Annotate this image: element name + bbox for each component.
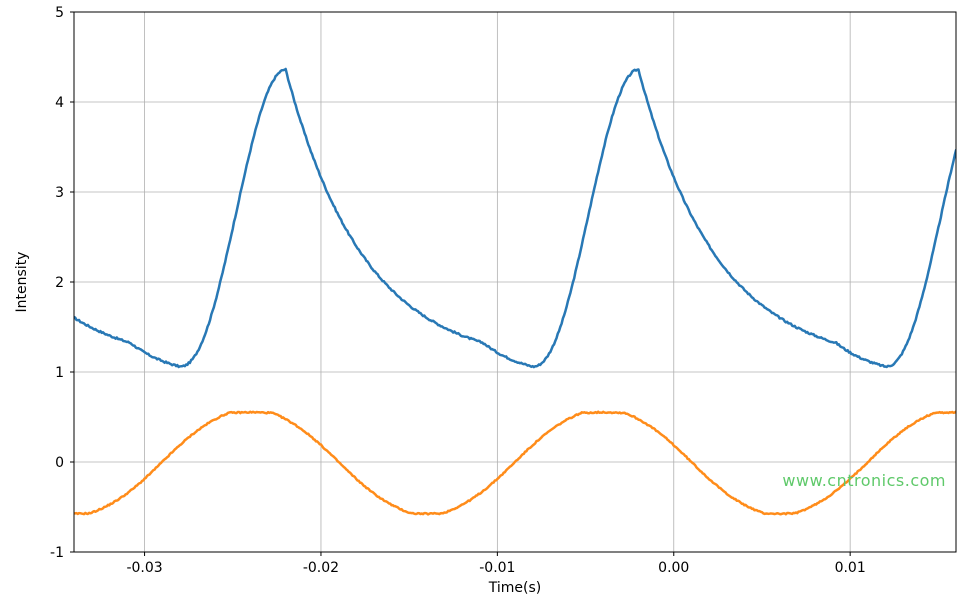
xtick-label: 0.01	[835, 560, 866, 576]
ytick-label: 5	[55, 5, 64, 21]
xtick-label: -0.02	[303, 560, 339, 576]
chart-container: -0.03 -0.02 -0.01 0.00 0.01 -1 0 1 2 3 4 5 Time(s) In…	[0, 0, 974, 610]
ytick-label: 2	[55, 275, 64, 291]
xtick-label: -0.03	[126, 560, 162, 576]
ytick-label: -1	[50, 545, 64, 561]
ytick-label: 1	[55, 365, 64, 381]
y-axis-label: Intensity	[14, 252, 30, 313]
ytick-label: 0	[55, 455, 64, 471]
x-axis-label: Time(s)	[488, 580, 541, 596]
line-chart: -0.03 -0.02 -0.01 0.00 0.01 -1 0 1 2 3 4 5 Time(s) In…	[0, 0, 974, 610]
xtick-label: 0.00	[658, 560, 689, 576]
ytick-label: 3	[55, 185, 64, 201]
xtick-label: -0.01	[479, 560, 515, 576]
ytick-label: 4	[55, 95, 64, 111]
